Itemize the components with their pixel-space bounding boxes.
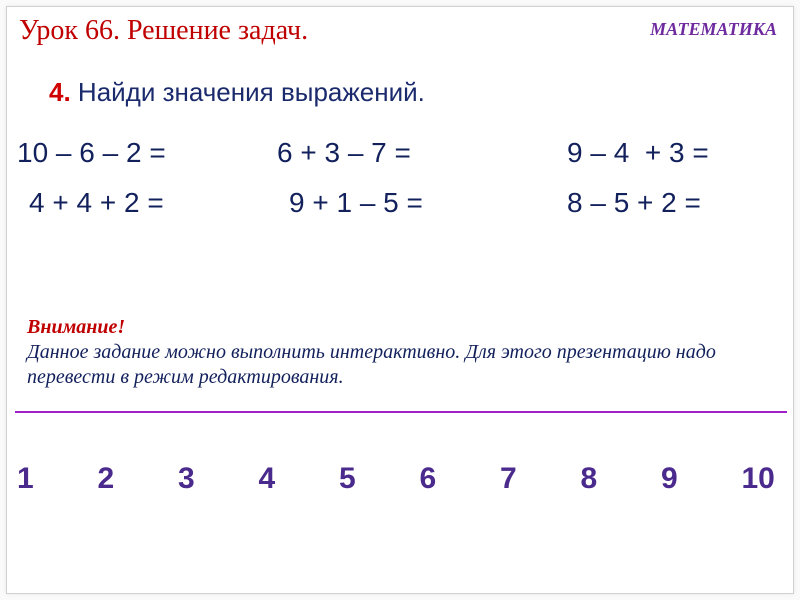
task-text: Найди значения выражений. [71, 77, 425, 107]
subject-label: МАТЕМАТИКА [650, 19, 777, 40]
expression: 10 – 6 – 2 = [17, 137, 267, 169]
header: Урок 66. Решение задач. МАТЕМАТИКА [19, 15, 781, 47]
number-item[interactable]: 7 [500, 462, 517, 496]
expression: 6 + 3 – 7 = [267, 137, 547, 169]
task-line: 4. Найди значения выражений. [49, 77, 425, 108]
number-item[interactable]: 4 [259, 462, 276, 496]
number-item[interactable]: 9 [661, 462, 678, 496]
task-number: 4. [49, 77, 71, 107]
expr-row: 10 – 6 – 2 = 6 + 3 – 7 = 9 – 4 + 3 = [17, 137, 787, 169]
number-item[interactable]: 8 [581, 462, 598, 496]
expression: 9 – 4 + 3 = [547, 137, 709, 169]
number-item[interactable]: 10 [742, 462, 775, 496]
expression: 4 + 4 + 2 = [17, 187, 267, 219]
note-heading: Внимание! [27, 315, 767, 340]
number-strip: 1 2 3 4 5 6 7 8 9 10 [17, 462, 775, 496]
number-item[interactable]: 5 [339, 462, 356, 496]
number-item[interactable]: 6 [420, 462, 437, 496]
number-item[interactable]: 2 [98, 462, 115, 496]
divider [15, 411, 787, 413]
slide: Урок 66. Решение задач. МАТЕМАТИКА 4. На… [6, 6, 794, 594]
expr-row: 4 + 4 + 2 = 9 + 1 – 5 = 8 – 5 + 2 = [17, 187, 787, 219]
note: Внимание! Данное задание можно выполнить… [27, 315, 767, 390]
expression: 8 – 5 + 2 = [547, 187, 701, 219]
expression: 9 + 1 – 5 = [267, 187, 547, 219]
number-item[interactable]: 1 [17, 462, 34, 496]
note-body: Данное задание можно выполнить интеракти… [27, 340, 767, 390]
number-item[interactable]: 3 [178, 462, 195, 496]
expressions: 10 – 6 – 2 = 6 + 3 – 7 = 9 – 4 + 3 = 4 +… [17, 137, 787, 237]
